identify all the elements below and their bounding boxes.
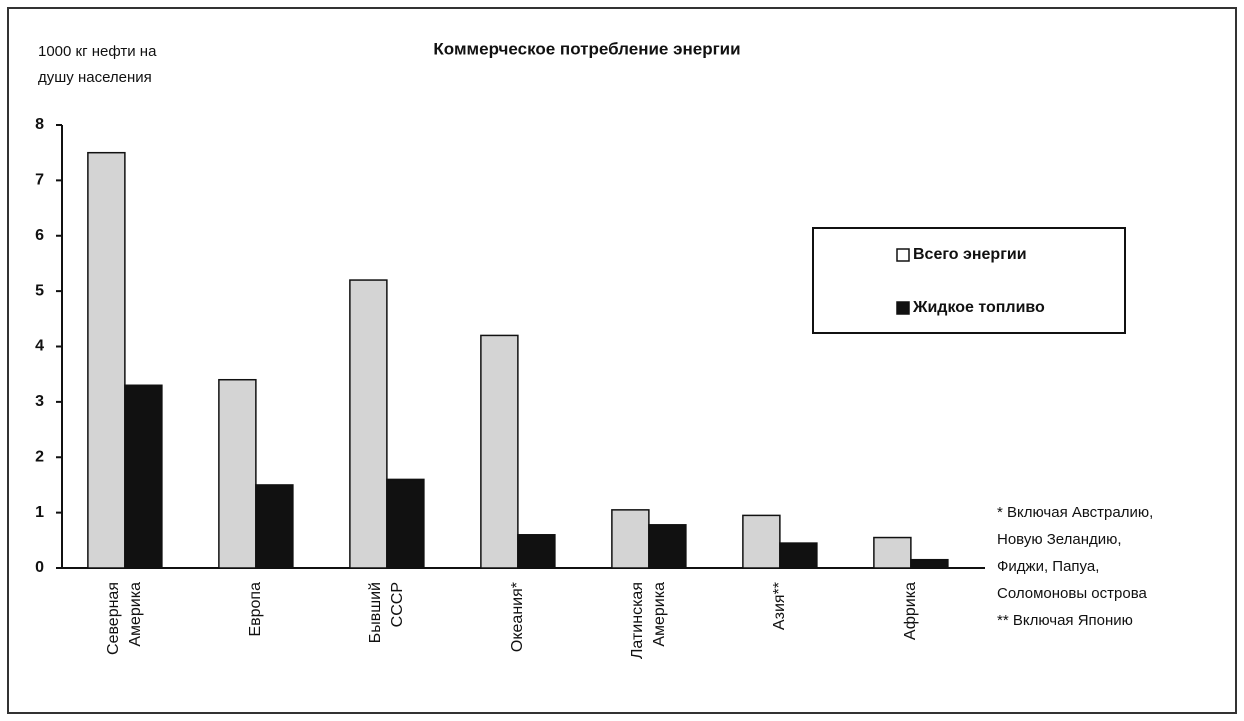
bar bbox=[873, 536, 912, 569]
x-tick-label: Северная Америка bbox=[105, 582, 144, 655]
y-tick-label: 2 bbox=[35, 448, 44, 465]
y-axis-label: 1000 кг нефти на bbox=[38, 43, 157, 60]
bar bbox=[124, 384, 163, 569]
y-tick-label: 8 bbox=[35, 116, 44, 133]
annotation: Соломоновы острова bbox=[997, 585, 1148, 602]
y-tick-label: 7 bbox=[35, 172, 44, 189]
bar bbox=[218, 378, 257, 569]
bar bbox=[648, 524, 687, 569]
y-tick-label: 5 bbox=[35, 282, 44, 299]
annotation: Фиджи, Папуа, bbox=[997, 558, 1099, 575]
legend-label: Жидкое топливо bbox=[912, 299, 1045, 316]
x-tick-label: Бывший СССР bbox=[367, 582, 406, 643]
legend-label: Всего энергии bbox=[913, 246, 1027, 263]
legend-box bbox=[812, 227, 1126, 334]
y-tick-label: 4 bbox=[35, 338, 44, 355]
frame bbox=[7, 7, 1237, 714]
y-tick-label: 0 bbox=[35, 559, 44, 576]
bar bbox=[386, 478, 425, 569]
bar bbox=[910, 558, 949, 569]
y-axis-label: душу населения bbox=[38, 69, 152, 86]
y-tick-label: 3 bbox=[35, 393, 44, 410]
x-tick-label: Азия** bbox=[771, 582, 788, 630]
x-tick-label: Океания* bbox=[509, 582, 526, 652]
legend-swatch bbox=[896, 248, 910, 262]
x-tick-label: Европа bbox=[247, 582, 264, 637]
chart-title: Коммерческое потребление энергии bbox=[433, 39, 740, 58]
bar bbox=[779, 542, 818, 569]
bar bbox=[349, 279, 388, 569]
bar bbox=[742, 514, 781, 569]
bar bbox=[611, 509, 650, 569]
x-tick-label: Латинская Америка bbox=[629, 582, 668, 659]
bar bbox=[517, 534, 556, 569]
x-tick-label: Африка bbox=[902, 582, 919, 640]
y-tick-label: 1 bbox=[35, 504, 44, 521]
bar bbox=[87, 151, 126, 569]
bar bbox=[480, 334, 519, 569]
annotation: Новую Зеландию, bbox=[997, 531, 1122, 548]
annotation: * Включая Австралию, bbox=[997, 504, 1153, 521]
bar bbox=[255, 484, 294, 569]
y-tick-label: 6 bbox=[35, 227, 44, 244]
legend-swatch bbox=[896, 301, 910, 315]
annotation: ** Включая Японию bbox=[997, 612, 1133, 629]
